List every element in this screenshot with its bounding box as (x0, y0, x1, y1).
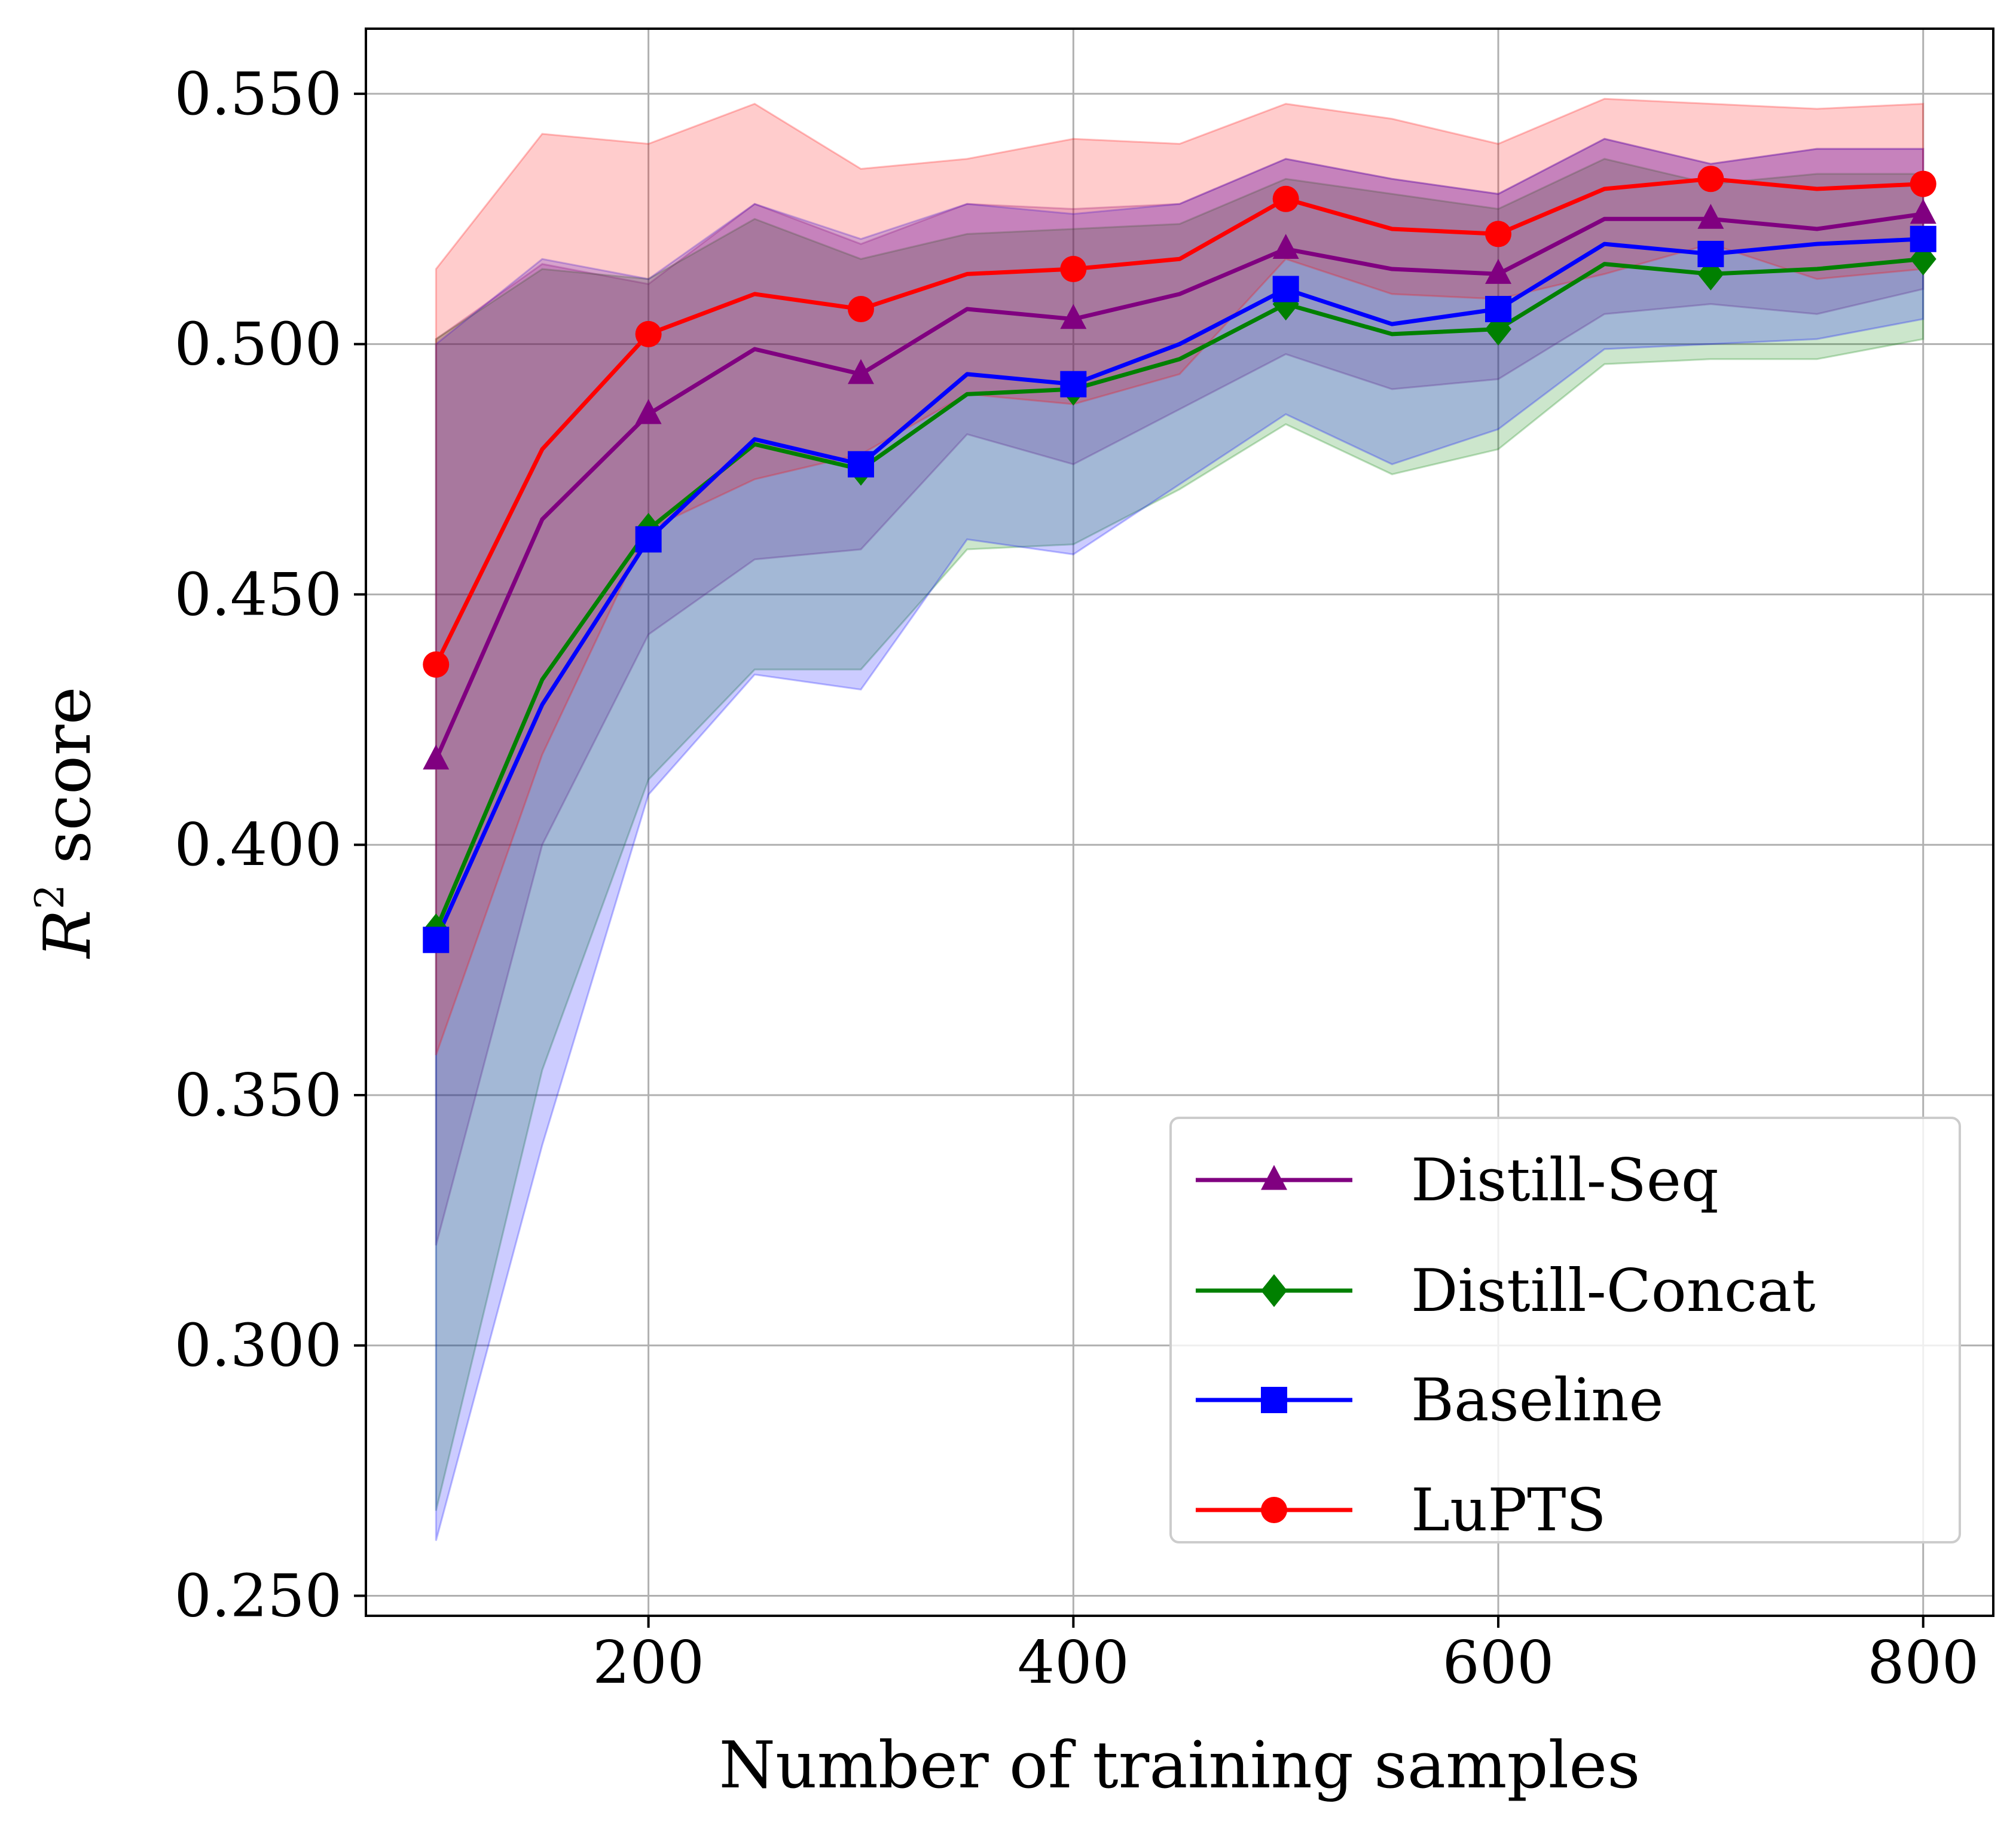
y-axis-label: R2 score (27, 686, 105, 959)
marker-lupts (1910, 170, 1936, 197)
marker-baseline (1485, 296, 1512, 323)
legend-box (1169, 1117, 1961, 1543)
y-axis-label-sup: 2 (27, 884, 73, 909)
legend-label: Baseline (1411, 1367, 1664, 1435)
band-distill-seq (435, 137, 1925, 1246)
legend-item-lupts: LuPTS (1196, 1477, 1606, 1545)
marker-lupts (1272, 185, 1299, 212)
y-tick-label: 0.550 (174, 60, 342, 129)
legend-marker-square (1261, 1387, 1287, 1413)
legend-item-baseline: Baseline (1196, 1367, 1664, 1435)
legend: Distill-Seq Distill-Concat Baseline LuPTS (1169, 1117, 1961, 1545)
marker-distill-seq (423, 744, 450, 770)
marker-baseline (1910, 225, 1936, 252)
y-axis-label-rest: score (30, 686, 105, 884)
y-axis-ticks: 0.250 0.300 0.350 0.400 0.450 0.500 0.550 (174, 60, 366, 1630)
line-baseline (434, 237, 1923, 941)
band-distill-concat (435, 158, 1925, 1511)
marker-lupts (635, 320, 662, 347)
marker-lupts (1485, 221, 1512, 247)
marker-lupts (423, 651, 450, 678)
x-axis-label: Number of training samples (719, 1728, 1640, 1803)
y-tick-label: 0.250 (174, 1562, 342, 1630)
marker-distill-seq (1485, 259, 1512, 284)
legend-label: Distill-Concat (1411, 1257, 1816, 1325)
y-axis-label-main: R (30, 909, 105, 959)
legend-item-distill-seq: Distill-Seq (1196, 1147, 1719, 1215)
line-lupts (434, 176, 1923, 666)
x-tick-label: 800 (1867, 1629, 1979, 1697)
series-markers (423, 166, 1936, 953)
svg-text:R2 score: R2 score (27, 686, 105, 959)
marker-distill-seq (1697, 203, 1724, 229)
marker-lupts (1060, 256, 1087, 283)
legend-marker-triangle (1261, 1164, 1287, 1190)
x-tick-label: 400 (1018, 1629, 1129, 1697)
x-axis-ticks: 200 400 600 800 (592, 1616, 1979, 1697)
y-tick-label: 0.450 (174, 561, 342, 629)
marker-baseline (423, 927, 450, 953)
line-distill-seq (434, 212, 1924, 761)
confidence-bands (435, 97, 1925, 1541)
x-tick-label: 200 (592, 1629, 704, 1697)
marker-baseline (847, 451, 874, 478)
legend-label: Distill-Seq (1411, 1147, 1719, 1215)
y-tick-label: 0.300 (174, 1312, 342, 1380)
plot-frame (365, 27, 1994, 1617)
legend-marker-circle (1261, 1497, 1287, 1523)
marker-baseline (1060, 371, 1087, 398)
legend-item-distill-concat: Distill-Concat (1196, 1257, 1816, 1325)
marker-lupts (1697, 166, 1724, 192)
marker-distill-seq (1910, 198, 1936, 224)
marker-distill-seq (847, 359, 874, 384)
marker-baseline (635, 526, 662, 553)
legend-label: LuPTS (1411, 1477, 1606, 1545)
x-tick-label: 600 (1442, 1629, 1554, 1697)
band-baseline (435, 137, 1925, 1541)
y-tick-label: 0.500 (174, 311, 342, 379)
line-distill-concat (434, 256, 1924, 931)
y-tick-label: 0.400 (174, 811, 342, 879)
marker-distill-seq (1060, 304, 1087, 329)
legend-marker-diamond (1261, 1274, 1287, 1307)
series-lines (434, 176, 1924, 941)
marker-baseline (1272, 276, 1299, 302)
marker-distill-seq (1272, 234, 1299, 259)
marker-lupts (847, 296, 874, 323)
marker-baseline (1697, 240, 1724, 267)
y-tick-label: 0.350 (174, 1062, 342, 1130)
marker-distill-seq (635, 399, 662, 424)
